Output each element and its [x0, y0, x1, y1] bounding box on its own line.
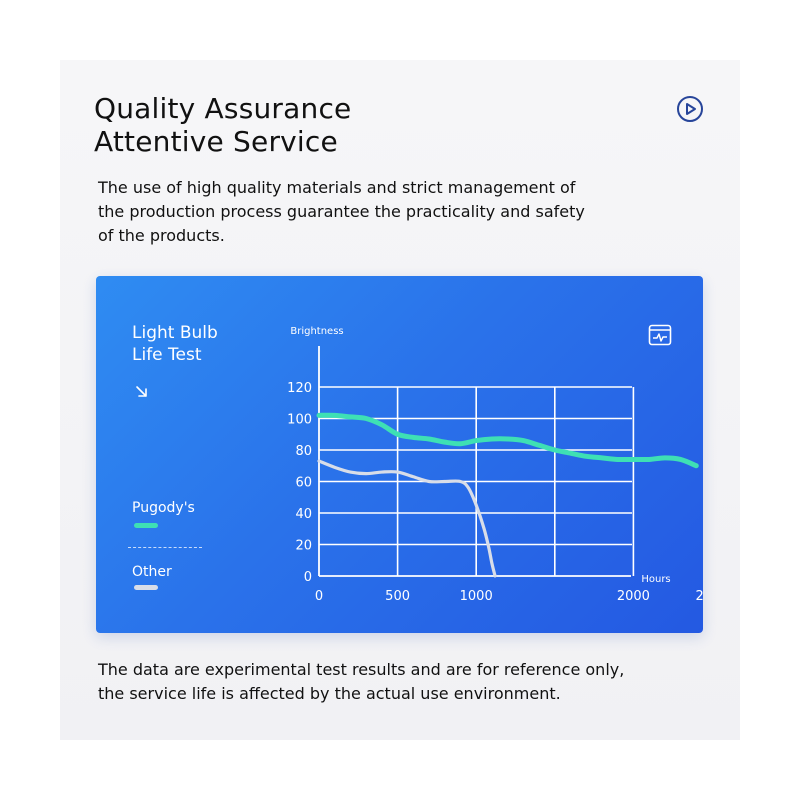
x-tick-label-1000: 1000	[460, 589, 493, 604]
x-tick-label-500: 500	[385, 589, 410, 604]
y-tick-label-20: 20	[295, 539, 312, 554]
series-line-other	[317, 459, 497, 578]
y-tick-label-100: 100	[287, 413, 312, 428]
x-tick-label-0: 0	[315, 589, 323, 604]
page-title-line-2: Attentive Service	[94, 125, 338, 158]
brightness-chart: 0 20 40 60 80 100 120 0 500 1000 2000 2500 Brightnes…	[287, 326, 703, 604]
y-tick-label-120: 120	[287, 381, 312, 396]
y-tick-label-0: 0	[304, 570, 312, 585]
legend-divider	[128, 547, 202, 548]
chart-title: Light Bulb Life Test	[132, 322, 218, 366]
x-axis-title: Hours	[641, 574, 670, 585]
chart-title-line-1: Light Bulb	[132, 323, 218, 343]
intro-line-2: the production process guarantee the pra…	[98, 202, 585, 221]
legend-label-other: Other	[132, 564, 172, 580]
x-tick-label-2000: 2000	[617, 589, 650, 604]
monitor-pulse-icon[interactable]	[648, 324, 672, 346]
intro-text: The use of high quality materials and st…	[98, 176, 658, 248]
chart-title-line-2: Life Test	[132, 345, 202, 365]
x-tick-label-2500: 2500	[695, 589, 703, 604]
page-title: Quality Assurance Attentive Service	[94, 92, 351, 158]
y-axis-title: Brightness	[290, 326, 343, 337]
play-circle-icon[interactable]	[675, 94, 705, 124]
series-line-pugody	[316, 412, 699, 469]
page-title-line-1: Quality Assurance	[94, 92, 352, 125]
legend-swatch-pugody	[134, 523, 158, 528]
disclaimer-line-1: The data are experimental test results a…	[98, 660, 625, 679]
disclaimer-line-2: the service life is affected by the actu…	[98, 684, 561, 703]
intro-line-3: of the products.	[98, 226, 225, 245]
legend-swatch-other	[134, 585, 158, 590]
y-tick-label-80: 80	[295, 444, 312, 459]
y-tick-label-60: 60	[295, 476, 312, 491]
disclaimer-text: The data are experimental test results a…	[98, 658, 698, 706]
chart-panel: Light Bulb Life Test Pugody's Other 0 20 4…	[96, 276, 703, 633]
legend-label-pugody: Pugody's	[132, 500, 195, 516]
arrow-down-right-icon	[136, 386, 147, 397]
y-tick-label-40: 40	[295, 507, 312, 522]
intro-line-1: The use of high quality materials and st…	[98, 178, 576, 197]
